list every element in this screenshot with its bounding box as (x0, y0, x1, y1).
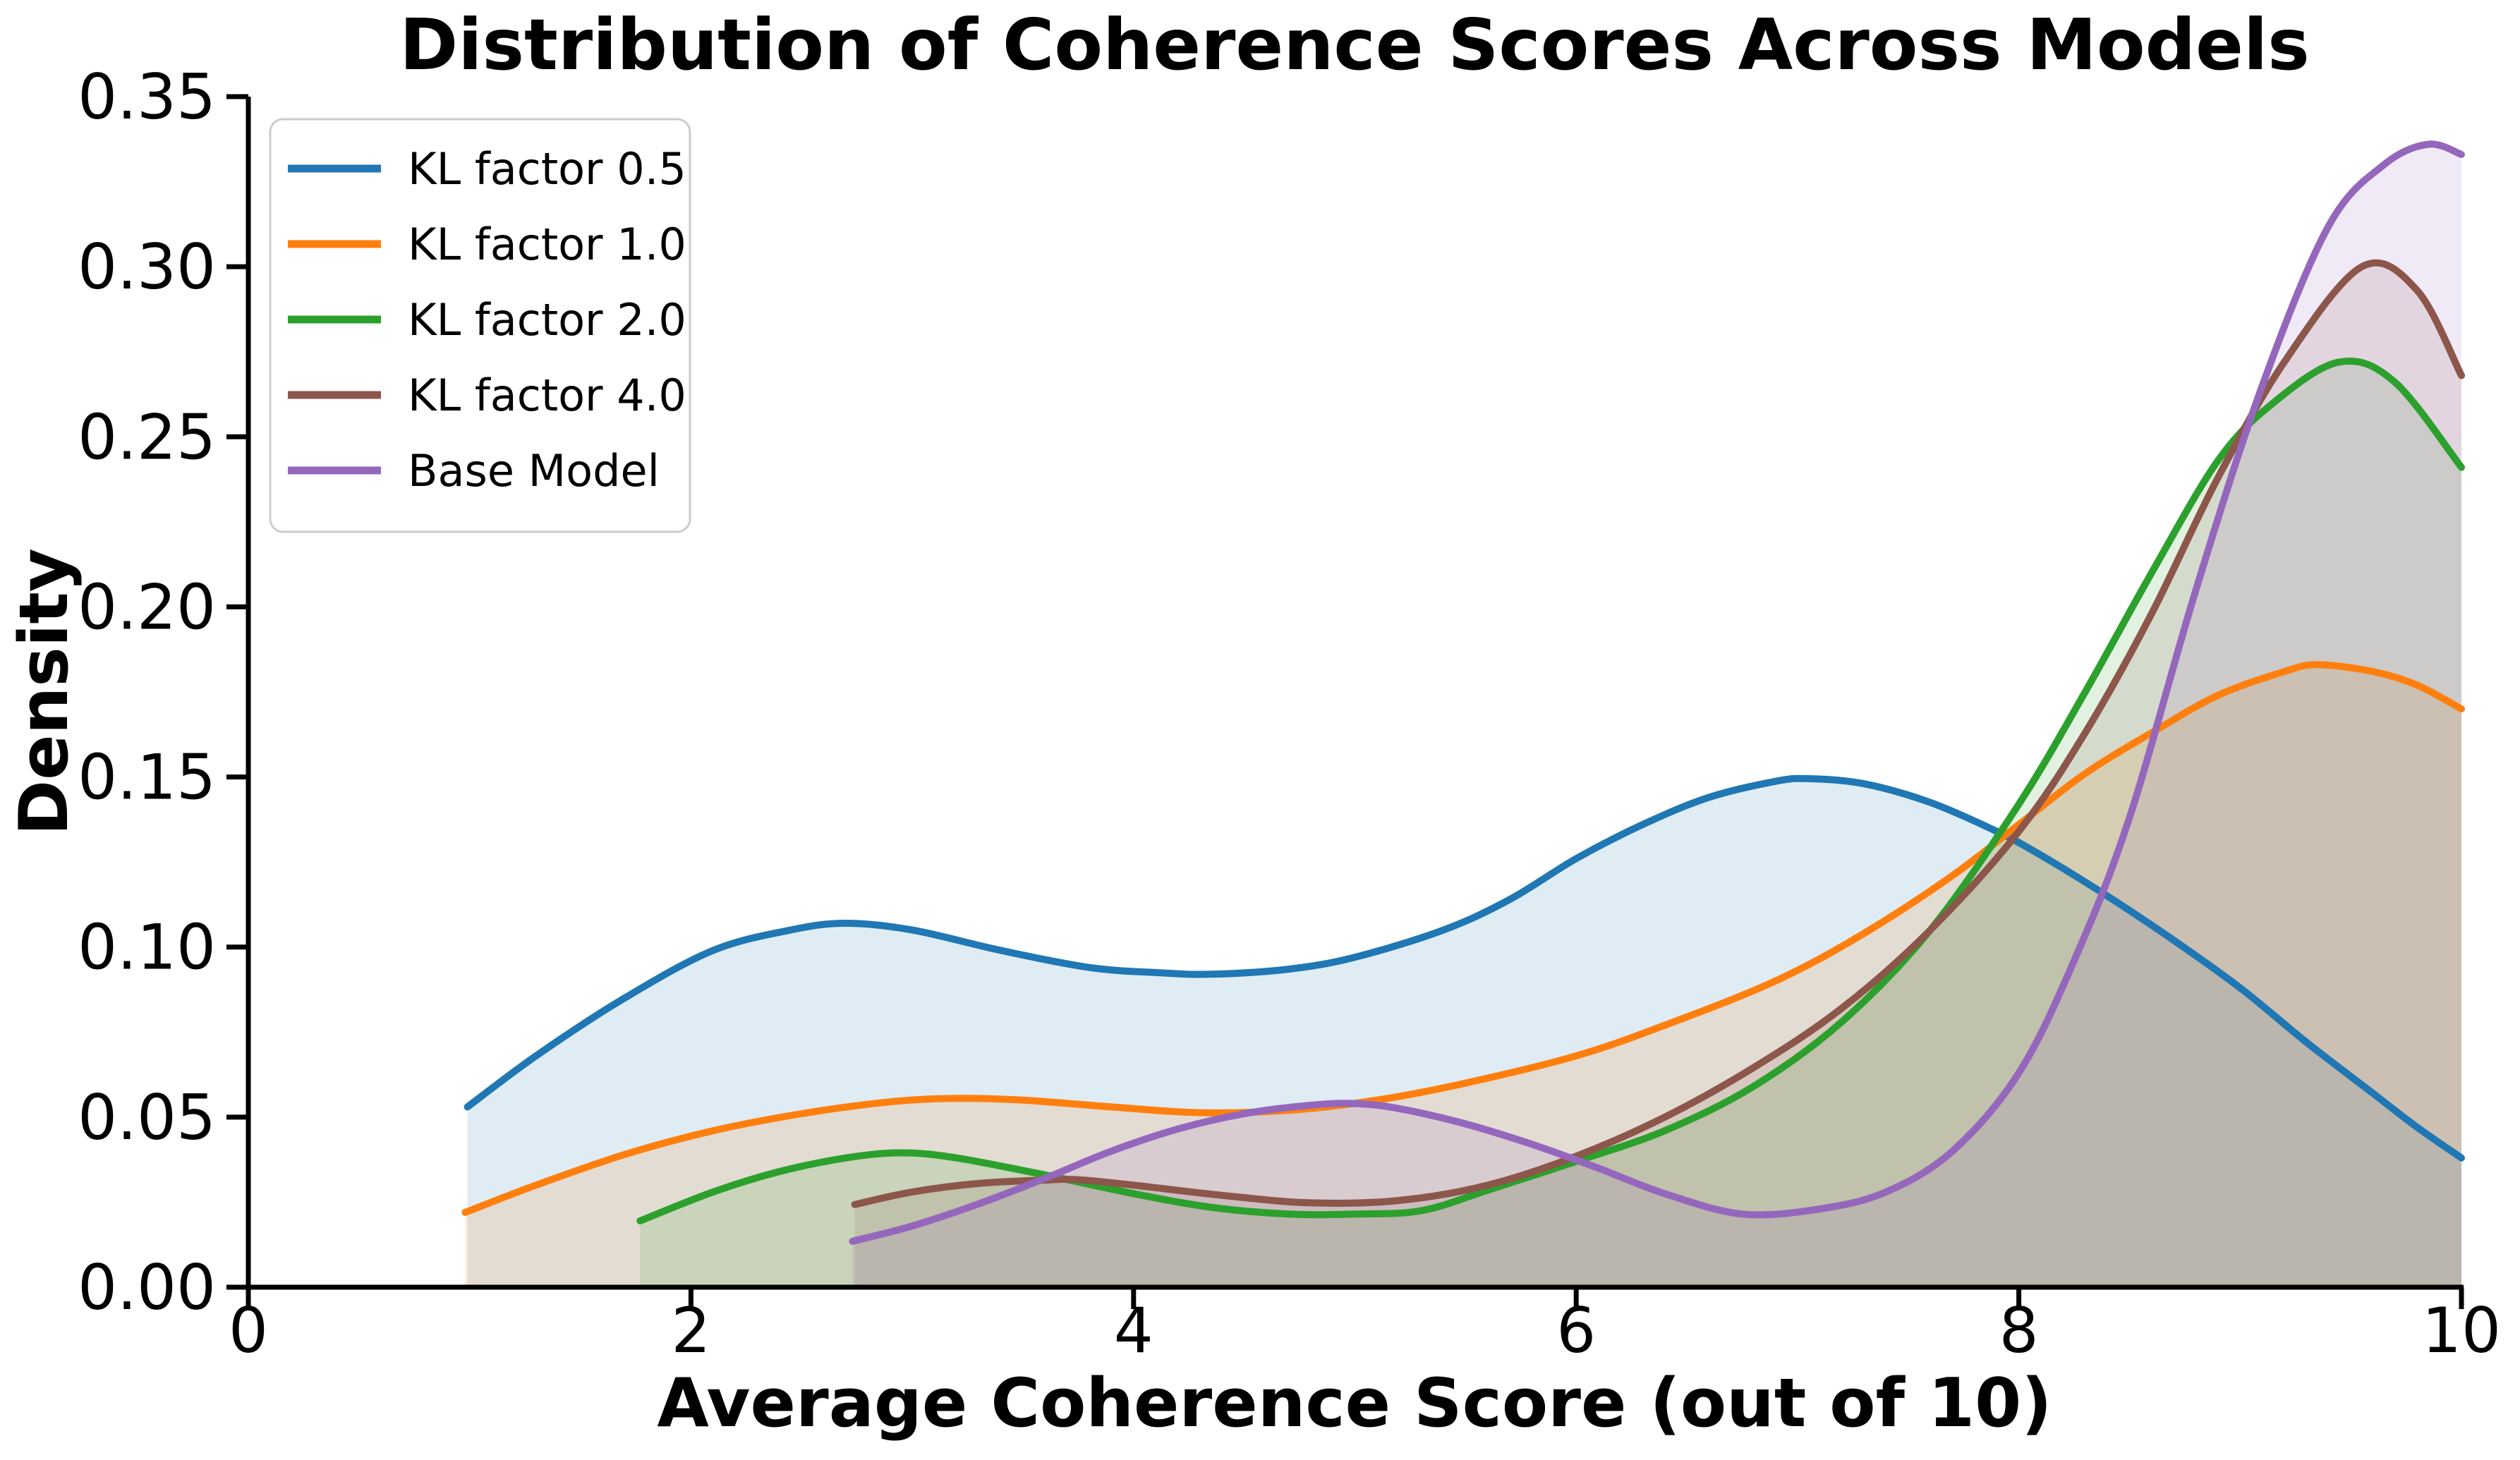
y-tick-label: 0.30 (78, 231, 216, 303)
legend-item-base-model: Base Model (288, 445, 660, 497)
legend-item-kl-factor-0-5: KL factor 0.5 (288, 143, 686, 195)
kde-curve-base-model (849, 140, 2465, 1245)
y-axis-title: Density (6, 548, 83, 835)
legend-item-label: KL factor 4.0 (408, 370, 686, 421)
x-tick-label: 4 (1114, 1294, 1153, 1367)
x-axis-ticks: 0 2 4 6 8 10 (229, 1287, 2501, 1367)
legend-item-label: KL factor 0.5 (408, 143, 686, 195)
legend-item-label: Base Model (408, 445, 660, 497)
x-tick-label: 10 (2422, 1294, 2501, 1367)
kde-fill-kl-factor-2-0 (640, 360, 2462, 1287)
kde-curve-kl-factor-0-5 (464, 774, 2465, 1162)
kde-fill-kl-factor-1-0 (465, 664, 2462, 1287)
legend-item-kl-factor-1-0: KL factor 1.0 (288, 219, 686, 270)
y-tick-label: 0.00 (78, 1251, 216, 1324)
x-tick-label: 8 (1999, 1294, 2039, 1367)
x-axis-title: Average Coherence Score (out of 10) (657, 1365, 2052, 1442)
legend-item-kl-factor-2-0: KL factor 2.0 (288, 294, 686, 346)
kde-fill-kl-factor-4-0 (854, 262, 2461, 1287)
kde-curves (461, 140, 2465, 1245)
x-tick-label: 0 (229, 1294, 268, 1367)
legend-item-kl-factor-4-0: KL factor 4.0 (288, 370, 686, 421)
y-tick-label: 0.05 (78, 1081, 216, 1154)
x-tick-label: 6 (1556, 1294, 1596, 1367)
chart-title: Distribution of Coherence Scores Across … (399, 4, 2310, 86)
x-tick-label: 2 (671, 1294, 710, 1367)
y-tick-label: 0.35 (78, 61, 216, 133)
legend-item-label: KL factor 2.0 (408, 294, 686, 346)
axes (246, 97, 2464, 1290)
kde-curve-kl-factor-1-0 (461, 661, 2465, 1216)
y-tick-label: 0.25 (78, 401, 216, 473)
y-tick-label: 0.15 (78, 741, 216, 814)
legend-box (269, 118, 691, 533)
legend: KL factor 0.5 KL factor 1.0 KL factor 2.0 K… (269, 118, 691, 533)
y-tick-label: 0.20 (78, 571, 216, 643)
y-axis-ticks: 0.00 0.05 0.10 0.15 0.20 0.25 0.30 0.35 (78, 61, 248, 1324)
kde-curve-kl-factor-2-0 (636, 357, 2465, 1224)
legend-item-label: KL factor 1.0 (408, 219, 686, 270)
y-tick-label: 0.10 (78, 911, 216, 984)
